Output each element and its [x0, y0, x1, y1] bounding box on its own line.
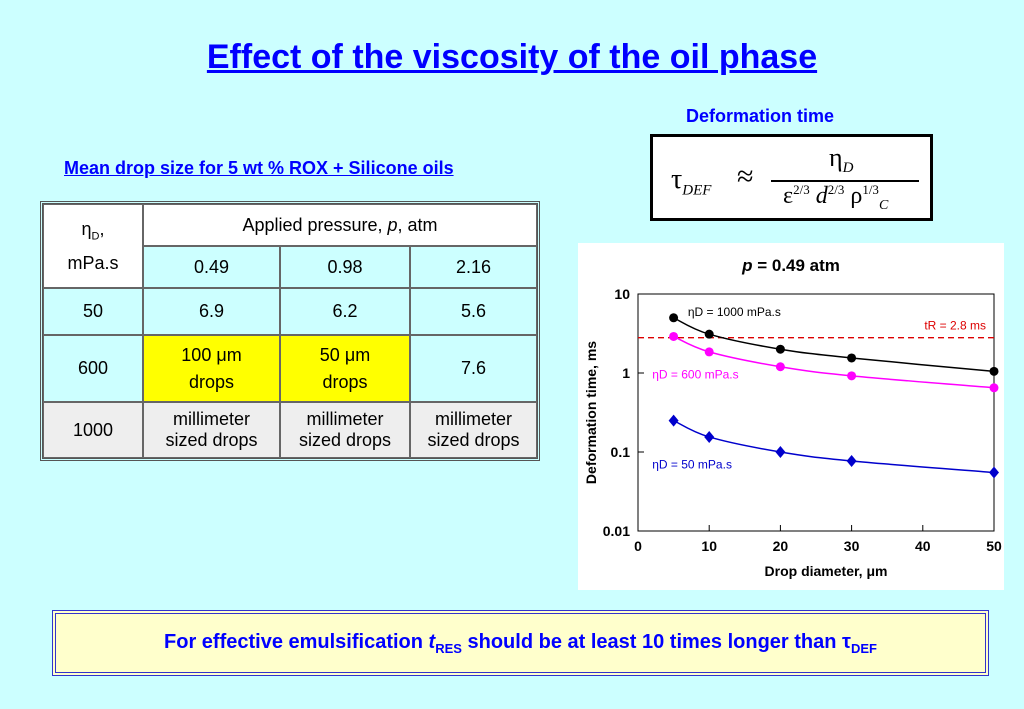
table-title: Mean drop size for 5 wt % ROX + Silicone… — [64, 158, 454, 178]
formula-denominator: ε2/3 d2/3 ρ1/3C — [783, 182, 889, 213]
series-line — [673, 335, 995, 389]
chart-title-p: p — [741, 256, 752, 275]
x-axis-label: Drop diameter, μm — [765, 563, 888, 579]
x-tick-label: 10 — [701, 538, 717, 554]
series-line — [673, 419, 995, 474]
size-cell: millimeter sized drops — [143, 402, 280, 458]
series-line — [673, 317, 995, 373]
chart-title: p = 0.49 atm — [741, 256, 840, 275]
x-tick-label: 30 — [844, 538, 860, 554]
data-point — [775, 362, 785, 372]
formula-approx-sign: ≈ — [737, 160, 754, 193]
size-cell: 7.6 — [410, 335, 537, 402]
eta-cell: 600 — [43, 335, 143, 402]
data-point — [669, 331, 679, 341]
pressure-cell: 0.49 — [143, 246, 280, 288]
table-row-1000: 1000 millimeter sized drops millimeter siz… — [43, 402, 537, 458]
size-cell: millimeter sized drops — [410, 402, 537, 458]
pressure-header-cell: Applied pressure, p, atm — [143, 204, 537, 246]
page-title: Effect of the viscosity of the oil phase — [206, 38, 818, 76]
series-label: ηD = 50 mPa.s — [652, 458, 732, 472]
data-point — [704, 347, 714, 357]
conclusion-text: For effective emulsification tRES should… — [164, 630, 877, 656]
size-cell-highlight: 100 μm drops — [143, 335, 280, 402]
table-row-50: 50 6.9 6.2 5.6 — [43, 288, 537, 335]
y-tick-label: 1 — [622, 365, 630, 381]
pressure-cell: 0.98 — [280, 246, 410, 288]
y-tick-label: 10 — [614, 286, 630, 302]
data-point — [989, 466, 999, 479]
size-cell: millimeter sized drops — [280, 402, 410, 458]
pressure-cell: 2.16 — [410, 246, 537, 288]
data-point — [989, 383, 999, 393]
reference-line-label: tR = 2.8 ms — [924, 319, 986, 333]
size-cell: 6.2 — [280, 288, 410, 335]
data-point — [668, 414, 679, 427]
pressure-values-row: 0.49 0.98 2.16 — [43, 246, 537, 288]
drop-size-table: ηD, mPa.s Applied pressure, p, atm 0.49 … — [40, 201, 540, 461]
x-tick-label: 40 — [915, 538, 931, 554]
data-point — [989, 366, 999, 376]
table-header-row: ηD, mPa.s Applied pressure, p, atm — [43, 204, 537, 288]
data-point — [704, 430, 715, 443]
deformation-time-chart: p = 0.49 atm 0.01 0.1 1 10 0 10 20 30 40 50 Drop di… — [578, 243, 1004, 590]
conclusion-box: For effective emulsification tRES should… — [52, 610, 989, 676]
table-row-600: 600 100 μm drops 50 μm drops 7.6 — [43, 335, 537, 402]
size-cell-highlight: 50 μm drops — [280, 335, 410, 402]
formula-fraction-bar — [771, 180, 919, 182]
y-tick-label: 0.01 — [603, 523, 630, 539]
data-point — [704, 329, 714, 339]
deformation-time-label: Deformation time — [686, 106, 835, 126]
eta-cell: 50 — [43, 288, 143, 335]
data-point — [847, 353, 857, 363]
series-label: ηD = 1000 mPa.s — [688, 305, 781, 319]
size-cell: 5.6 — [410, 288, 537, 335]
data-point — [669, 313, 679, 323]
y-axis-label: Deformation time, ms — [583, 341, 599, 484]
eta-header-cell: ηD, mPa.s — [43, 204, 143, 288]
eta-cell: 1000 — [43, 402, 143, 458]
data-point — [775, 446, 786, 458]
formula-lhs: τDEF — [671, 164, 712, 199]
data-point — [847, 371, 857, 381]
x-tick-label: 50 — [986, 538, 1002, 554]
formula-numerator: ηD — [829, 143, 854, 177]
size-cell: 6.9 — [143, 288, 280, 335]
plot-frame — [637, 293, 995, 532]
x-tick-label: 20 — [773, 538, 789, 554]
data-point — [775, 344, 785, 354]
chart-title-rest: = 0.49 atm — [752, 256, 839, 275]
chart-svg: p = 0.49 atm 0.01 0.1 1 10 0 10 20 30 40 50 Drop di… — [583, 256, 1002, 579]
y-tick-label: 0.1 — [611, 444, 631, 460]
series-label: ηD = 600 mPa.s — [652, 367, 738, 381]
deformation-time-formula: τDEF ≈ ηD ε2/3 d2/3 ρ1/3C — [650, 134, 933, 221]
data-point — [846, 454, 857, 467]
x-tick-label: 0 — [634, 538, 642, 554]
